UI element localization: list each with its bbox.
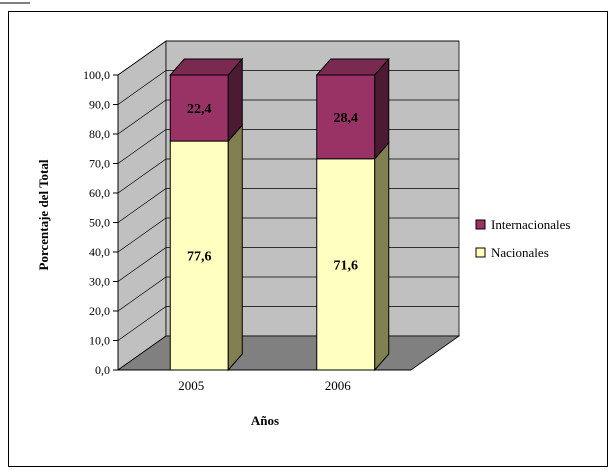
axes: 0,0 10,0 20,0 30,0 40,0 50,0 60,0 70,0 80,0 90,0 1… — [83, 68, 411, 393]
y-tick-label: 90,0 — [89, 98, 110, 112]
bar-internacionales-2005: 22,4 — [169, 57, 244, 143]
bar-nacionales-2006: 71,6 — [316, 141, 390, 372]
bar-nacionales-2005: 77,6 — [169, 123, 243, 372]
y-tick-label: 40,0 — [89, 245, 110, 259]
legend-label: Internacionales — [491, 217, 570, 232]
bar-top — [169, 58, 244, 76]
y-tick-label: 50,0 — [89, 216, 110, 230]
bar-internacionales-2006: 28,4 — [315, 57, 390, 161]
x-tick-label: 2005 — [178, 378, 204, 393]
bar-front — [316, 74, 376, 160]
legend-item-internacionales: Internacionales — [475, 217, 570, 232]
y-tick-label: 80,0 — [89, 127, 110, 141]
bar-side — [374, 57, 390, 161]
legend-swatch — [475, 247, 486, 258]
bar-front — [316, 158, 376, 371]
y-tick-label: 60,0 — [89, 186, 110, 200]
y-tick-label: 30,0 — [89, 275, 110, 289]
data-label: 22,4 — [187, 102, 212, 117]
bar-top — [315, 58, 390, 76]
y-tick-label: 20,0 — [89, 304, 110, 318]
bar-side — [227, 123, 243, 372]
y-tick-label: 10,0 — [89, 334, 110, 348]
bar-front — [169, 74, 229, 142]
legend-label: Nacionales — [491, 245, 549, 260]
data-label: 28,4 — [334, 111, 359, 126]
x-tick-label: 2006 — [325, 378, 352, 393]
y-axis-title: Porcentaje del Total — [36, 159, 51, 270]
plot-walls — [116, 40, 461, 371]
gridline — [117, 40, 459, 76]
chart-border — [8, 11, 608, 467]
y-tick-label: 0,0 — [95, 363, 110, 377]
floor — [116, 335, 461, 371]
bars: 77,6 22,4 71,6 28,4 — [169, 57, 390, 372]
legend-swatch — [475, 219, 486, 230]
y-tick-label: 70,0 — [89, 157, 110, 171]
bar-side — [374, 141, 390, 372]
legend: Internacionales Nacionales — [475, 217, 570, 260]
x-axis-title: Años — [251, 413, 279, 428]
data-label: 71,6 — [334, 258, 359, 273]
legend-item-nacionales: Nacionales — [475, 245, 549, 260]
y-tick-label: 100,0 — [83, 68, 110, 82]
data-label: 77,6 — [187, 250, 212, 265]
